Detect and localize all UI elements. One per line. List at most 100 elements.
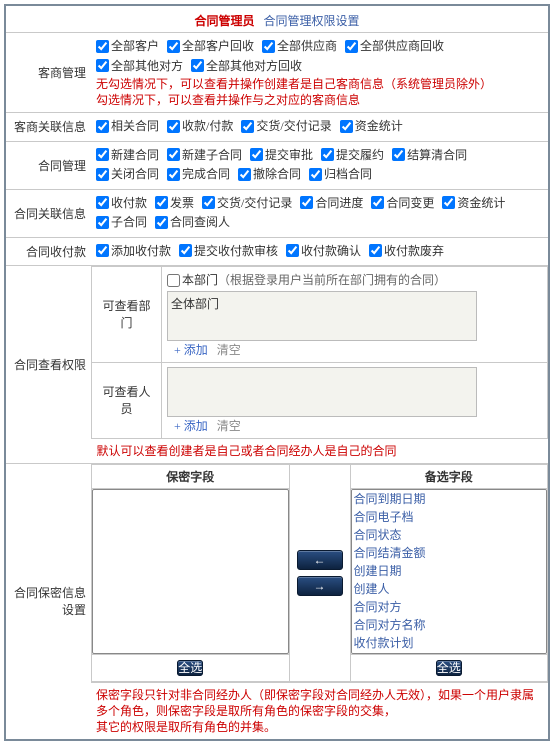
perm-checkbox-input[interactable] <box>202 196 215 209</box>
avail-option[interactable]: 合同电子档 <box>352 508 547 526</box>
perm-checkbox[interactable]: 全部供应商 <box>262 37 337 55</box>
row-label-contract-mgmt: 合同管理 <box>6 141 91 189</box>
move-left-button[interactable]: ← <box>297 550 343 570</box>
perm-checkbox[interactable]: 子合同 <box>96 213 147 231</box>
perm-checkbox[interactable]: 收付款 <box>96 194 147 212</box>
perm-checkbox[interactable]: 添加收付款 <box>96 242 171 260</box>
avail-select-all-button[interactable]: 全选 <box>436 660 462 676</box>
perm-checkbox[interactable]: 全部其他对方 <box>96 57 183 75</box>
perm-checkbox-input[interactable] <box>309 168 322 181</box>
row-label-secret: 合同保密信息设置 <box>6 463 91 739</box>
perm-checkbox-input[interactable] <box>371 196 384 209</box>
perm-checkbox[interactable]: 合同进度 <box>300 194 363 212</box>
perm-checkbox-input[interactable] <box>286 244 299 257</box>
perm-checkbox[interactable]: 提交收付款审核 <box>179 242 278 260</box>
perm-checkbox-input[interactable] <box>96 59 109 72</box>
row-label-view-perm: 合同查看权限 <box>6 266 91 464</box>
perm-checkbox-input[interactable] <box>442 196 455 209</box>
perm-checkbox[interactable]: 收付款废弃 <box>369 242 444 260</box>
dept-add-link[interactable]: + 添加 <box>174 343 208 357</box>
avail-option[interactable]: 合同状态 <box>352 526 547 544</box>
secret-select[interactable] <box>92 489 289 654</box>
row-label-customer-rel: 客商关联信息 <box>6 113 91 142</box>
avail-option[interactable]: 合同对方 <box>352 598 547 616</box>
people-add-link[interactable]: + 添加 <box>174 419 208 433</box>
row-body-customer-mgmt: 全部客户全部客户回收全部供应商全部供应商回收全部其他对方全部其他对方回收 无勾选… <box>91 33 548 113</box>
perm-checkbox-input[interactable] <box>96 40 109 53</box>
perm-checkbox-input[interactable] <box>179 244 192 257</box>
people-clear-link[interactable]: 清空 <box>217 419 241 433</box>
settings-table: 客商管理 全部客户全部客户回收全部供应商全部供应商回收全部其他对方全部其他对方回… <box>6 32 548 739</box>
dept-label: 可查看部门 <box>92 267 162 363</box>
perm-checkbox-input[interactable] <box>167 148 180 161</box>
perm-checkbox-input[interactable] <box>392 148 405 161</box>
perm-checkbox[interactable]: 撤除合同 <box>238 165 301 183</box>
avail-select[interactable]: 合同到期日期合同电子档合同状态合同结清金额创建日期创建人合同对方合同对方名称收付… <box>351 489 548 654</box>
perm-checkbox[interactable]: 全部供应商回收 <box>345 37 444 55</box>
perm-checkbox-input[interactable] <box>96 216 109 229</box>
avail-option[interactable]: 合同结清金额 <box>352 544 547 562</box>
move-right-button[interactable]: → <box>297 576 343 596</box>
perm-checkbox-input[interactable] <box>369 244 382 257</box>
perm-checkbox[interactable]: 全部客户回收 <box>167 37 254 55</box>
perm-checkbox-input[interactable] <box>238 168 251 181</box>
row-label-contract-pay: 合同收付款 <box>6 237 91 266</box>
avail-option[interactable]: 合同到期日期 <box>352 490 547 508</box>
avail-option[interactable]: 创建日期 <box>352 562 547 580</box>
perm-checkbox-input[interactable] <box>321 148 334 161</box>
perm-checkbox[interactable]: 合同变更 <box>371 194 434 212</box>
perm-checkbox[interactable]: 相关合同 <box>96 117 159 135</box>
perm-checkbox[interactable]: 交货/交付记录 <box>202 194 292 212</box>
perm-checkbox[interactable]: 资金统计 <box>340 117 403 135</box>
perm-checkbox-input[interactable] <box>340 120 353 133</box>
perm-checkbox-input[interactable] <box>167 120 180 133</box>
perm-checkbox[interactable]: 提交履约 <box>321 146 384 164</box>
perm-checkbox-input[interactable] <box>241 120 254 133</box>
perm-checkbox[interactable]: 结算清合同 <box>392 146 467 164</box>
secret-select-all-button[interactable]: 全选 <box>177 660 203 676</box>
perm-checkbox-input[interactable] <box>167 168 180 181</box>
perm-checkbox[interactable]: 合同查阅人 <box>155 213 230 231</box>
perm-checkbox-input[interactable] <box>262 40 275 53</box>
perm-checkbox-input[interactable] <box>155 216 168 229</box>
perm-checkbox-input[interactable] <box>96 196 109 209</box>
perm-checkbox-input[interactable] <box>345 40 358 53</box>
avail-col: 备选字段 合同到期日期合同电子档合同状态合同结清金额创建日期创建人合同对方合同对… <box>350 464 549 682</box>
perm-checkbox-input[interactable] <box>191 59 204 72</box>
people-listbox[interactable] <box>167 367 477 417</box>
secret-footnote: 保密字段只针对非合同经办人（即保密字段对合同经办人无效），如果一个用户隶属多个角… <box>91 682 548 739</box>
perm-checkbox[interactable]: 发票 <box>155 194 194 212</box>
perm-checkbox[interactable]: 全部其他对方回收 <box>191 57 302 75</box>
perm-checkbox-input[interactable] <box>96 148 109 161</box>
note-customer-2: 勾选情况下，可以查看并操作与之对应的客商信息 <box>96 92 543 108</box>
perm-checkbox[interactable]: 新建合同 <box>96 146 159 164</box>
dept-listbox[interactable]: 全体部门 <box>167 291 477 341</box>
perm-checkbox-input[interactable] <box>96 244 109 257</box>
perm-checkbox-input[interactable] <box>155 196 168 209</box>
perm-checkbox-input[interactable] <box>167 40 180 53</box>
perm-checkbox-input[interactable] <box>300 196 313 209</box>
avail-option[interactable]: 合同对方名称 <box>352 616 547 634</box>
perm-checkbox-input[interactable] <box>250 148 263 161</box>
perm-checkbox[interactable]: 提交审批 <box>250 146 313 164</box>
dept-self-checkbox[interactable] <box>167 274 180 287</box>
picker-buttons: ← → <box>290 464 350 682</box>
perm-checkbox[interactable]: 收付款确认 <box>286 242 361 260</box>
dept-clear-link[interactable]: 清空 <box>217 343 241 357</box>
header-title-blue: 合同管理权限设置 <box>264 14 360 28</box>
people-label: 可查看人员 <box>92 362 162 438</box>
perm-checkbox[interactable]: 归档合同 <box>309 165 372 183</box>
perm-checkbox-input[interactable] <box>96 120 109 133</box>
perm-checkbox[interactable]: 资金统计 <box>442 194 505 212</box>
dept-self-cb[interactable]: 本部门 （根据登录用户当前所在部门拥有的合同） <box>167 271 446 289</box>
perm-checkbox-input[interactable] <box>96 168 109 181</box>
perm-checkbox[interactable]: 关闭合同 <box>96 165 159 183</box>
dept-cell: 本部门 （根据登录用户当前所在部门拥有的合同） 全体部门 + 添加 清空 <box>162 267 548 363</box>
perm-checkbox[interactable]: 全部客户 <box>96 37 159 55</box>
perm-checkbox[interactable]: 收款/付款 <box>167 117 233 135</box>
perm-checkbox[interactable]: 完成合同 <box>167 165 230 183</box>
perm-checkbox[interactable]: 交货/交付记录 <box>241 117 331 135</box>
avail-option[interactable]: 收付款计划 <box>352 634 547 652</box>
avail-option[interactable]: 创建人 <box>352 580 547 598</box>
perm-checkbox[interactable]: 新建子合同 <box>167 146 242 164</box>
